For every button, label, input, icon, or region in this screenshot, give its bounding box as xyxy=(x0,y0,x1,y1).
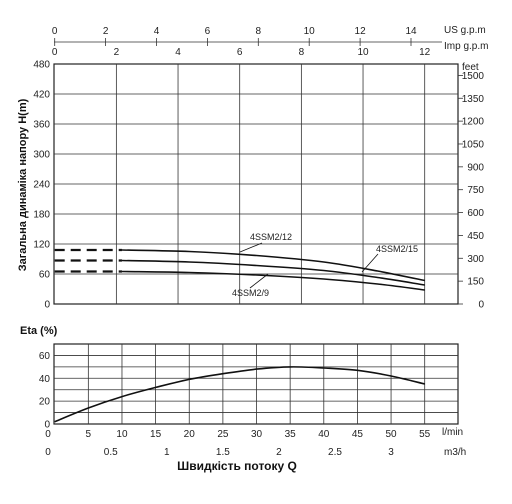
head-y-tick-label: 120 xyxy=(33,240,50,251)
lmin-tick-label: 40 xyxy=(318,429,330,440)
head-y-tick-label: 420 xyxy=(33,90,50,101)
eta-grid xyxy=(53,343,459,425)
feet-tick-label: 0 xyxy=(478,300,484,311)
eta-plot-frame xyxy=(53,343,459,425)
us-gpm-unit: US g.p.m xyxy=(444,25,486,36)
series-label-4ssm2-9: 4SSM2/9 xyxy=(232,288,269,298)
m3h-tick-label: 0 xyxy=(45,447,51,458)
m3h-tick-label: 1 xyxy=(164,447,170,458)
lmin-tick-label: 50 xyxy=(386,429,398,440)
eta-curve-group xyxy=(54,366,425,423)
eta-y-tick-label: 40 xyxy=(39,374,51,385)
head-grid xyxy=(53,38,463,305)
feet-tick-label: 150 xyxy=(467,277,484,288)
label-leader-12 xyxy=(239,242,263,253)
eta-axis-title: Eta (%) xyxy=(20,325,58,337)
head-axis-title: Загальна динаміка напору H(m) xyxy=(17,98,29,271)
feet-tick-label: 900 xyxy=(467,162,484,173)
flow-axis-title: Швидкість потоку Q xyxy=(177,459,297,473)
series-label-4ssm2-15: 4SSM2/15 xyxy=(376,244,418,254)
lmin-tick-label: 0 xyxy=(45,429,51,440)
feet-tick-label: 1350 xyxy=(462,94,485,105)
imp-gpm-tick-label: 8 xyxy=(299,47,305,58)
eta-curve xyxy=(54,366,425,423)
head-y-tick-label: 480 xyxy=(33,60,50,71)
feet-tick-label: 750 xyxy=(467,185,484,196)
imp-gpm-tick-label: 0 xyxy=(52,47,58,58)
head-y-tick-label: 0 xyxy=(44,300,50,311)
head-curves xyxy=(54,242,425,291)
imp-gpm-tick-label: 2 xyxy=(114,47,120,58)
imp-gpm-tick-label: 12 xyxy=(419,47,431,58)
us-gpm-tick-label: 14 xyxy=(405,26,417,37)
eta-y-tick-label: 20 xyxy=(39,397,51,408)
lmin-tick-label: 15 xyxy=(150,429,162,440)
us-gpm-tick-label: 4 xyxy=(154,26,160,37)
head-y-tick-label: 60 xyxy=(39,270,51,281)
label-leader-9 xyxy=(249,273,269,289)
us-gpm-tick-label: 6 xyxy=(205,26,211,37)
imp-gpm-tick-label: 10 xyxy=(357,47,369,58)
lmin-tick-label: 10 xyxy=(116,429,128,440)
lmin-tick-label: 55 xyxy=(419,429,431,440)
feet-tick-label: 600 xyxy=(467,208,484,219)
eta-y-tick-label: 0 xyxy=(44,420,50,431)
lmin-unit: l/min xyxy=(442,427,463,438)
us-gpm-tick-label: 8 xyxy=(256,26,262,37)
head-y-tick-label: 240 xyxy=(33,180,50,191)
m3h-unit: m3/h xyxy=(444,447,466,458)
us-gpm-tick-label: 12 xyxy=(355,26,367,37)
head-curve-4ssm2-9 xyxy=(121,270,425,291)
m3h-tick-label: 1.5 xyxy=(216,447,230,458)
head-y-tick-label: 360 xyxy=(33,120,50,131)
m3h-tick-label: 2 xyxy=(276,447,282,458)
head-y-tick-label: 180 xyxy=(33,210,50,221)
label-leader-15 xyxy=(361,253,379,273)
series-label-4ssm2-12: 4SSM2/12 xyxy=(250,232,292,242)
feet-tick-label: 1050 xyxy=(462,139,485,150)
lmin-tick-label: 35 xyxy=(285,429,297,440)
head-y-tick-label: 300 xyxy=(33,150,50,161)
m3h-tick-label: 3 xyxy=(388,447,394,458)
imp-gpm-tick-label: 6 xyxy=(237,47,243,58)
feet-tick-label: 450 xyxy=(467,231,484,242)
feet-tick-label: 300 xyxy=(467,254,484,265)
lmin-tick-label: 20 xyxy=(184,429,196,440)
lmin-tick-label: 5 xyxy=(86,429,92,440)
us-gpm-tick-label: 10 xyxy=(304,26,316,37)
head-curve-4ssm2-12 xyxy=(121,259,425,286)
head-curve-4ssm2-15 xyxy=(121,249,425,282)
imp-gpm-unit: Imp g.p.m xyxy=(444,41,488,52)
lmin-tick-label: 45 xyxy=(352,429,364,440)
m3h-tick-label: 2.5 xyxy=(328,447,342,458)
us-gpm-tick-label: 0 xyxy=(52,26,58,37)
m3h-tick-label: 0.5 xyxy=(104,447,118,458)
eta-y-tick-label: 60 xyxy=(39,351,51,362)
feet-tick-label: 1200 xyxy=(462,117,485,128)
feet-tick-label: 1500 xyxy=(462,71,485,82)
feet-unit: feet xyxy=(462,62,479,73)
imp-gpm-tick-label: 4 xyxy=(175,47,181,58)
lmin-tick-label: 25 xyxy=(217,429,229,440)
us-gpm-tick-label: 2 xyxy=(103,26,109,37)
lmin-tick-label: 30 xyxy=(251,429,263,440)
